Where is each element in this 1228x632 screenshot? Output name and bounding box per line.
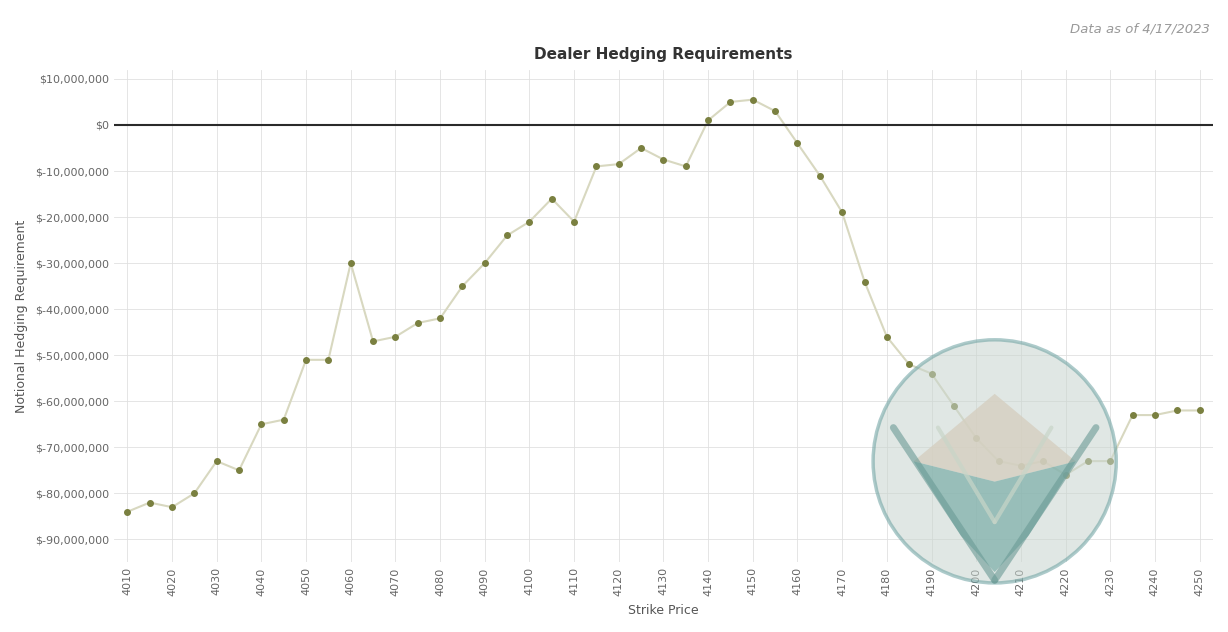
Point (899, 360, 919, 370)
Point (833, 207, 852, 217)
Point (966, 433, 986, 443)
Point (252, 419, 271, 429)
Point (765, 106, 785, 116)
Point (1034, 456, 1054, 466)
Circle shape (873, 340, 1116, 583)
Point (1078, 456, 1098, 466)
X-axis label: Strike Price: Strike Price (629, 604, 699, 617)
Point (1122, 410, 1142, 420)
Point (1011, 461, 1030, 471)
Point (318, 355, 338, 365)
Point (565, 217, 585, 227)
Point (118, 507, 138, 517)
Point (408, 318, 427, 328)
Point (519, 217, 539, 227)
Point (810, 171, 830, 181)
Point (542, 193, 561, 204)
Point (877, 332, 896, 342)
Point (1190, 405, 1210, 415)
Point (587, 161, 607, 171)
Point (497, 231, 517, 241)
Point (341, 258, 361, 268)
Point (699, 115, 718, 125)
Point (296, 355, 316, 365)
Point (653, 154, 673, 164)
Point (1100, 456, 1120, 466)
Point (140, 497, 160, 507)
Polygon shape (914, 461, 1076, 572)
Point (162, 502, 182, 512)
Text: Data as of 4/17/2023: Data as of 4/17/2023 (1070, 22, 1210, 35)
Polygon shape (914, 394, 1076, 482)
Point (363, 336, 383, 346)
Point (430, 313, 449, 324)
Point (230, 465, 249, 475)
Point (855, 276, 874, 286)
Point (1056, 470, 1076, 480)
Point (184, 489, 204, 499)
Point (631, 143, 651, 153)
Title: Dealer Hedging Requirements: Dealer Hedging Requirements (534, 47, 793, 61)
Point (721, 97, 740, 107)
Point (453, 281, 473, 291)
Point (989, 456, 1008, 466)
Point (675, 161, 695, 171)
Point (944, 401, 964, 411)
Point (206, 456, 226, 466)
Point (386, 332, 405, 342)
Point (475, 258, 495, 268)
Point (274, 415, 293, 425)
Y-axis label: Notional Hedging Requirement: Notional Hedging Requirement (15, 219, 28, 413)
Point (609, 159, 629, 169)
Point (1168, 405, 1187, 415)
Point (922, 368, 942, 379)
Point (787, 138, 807, 149)
Point (1144, 410, 1164, 420)
Point (743, 95, 763, 105)
